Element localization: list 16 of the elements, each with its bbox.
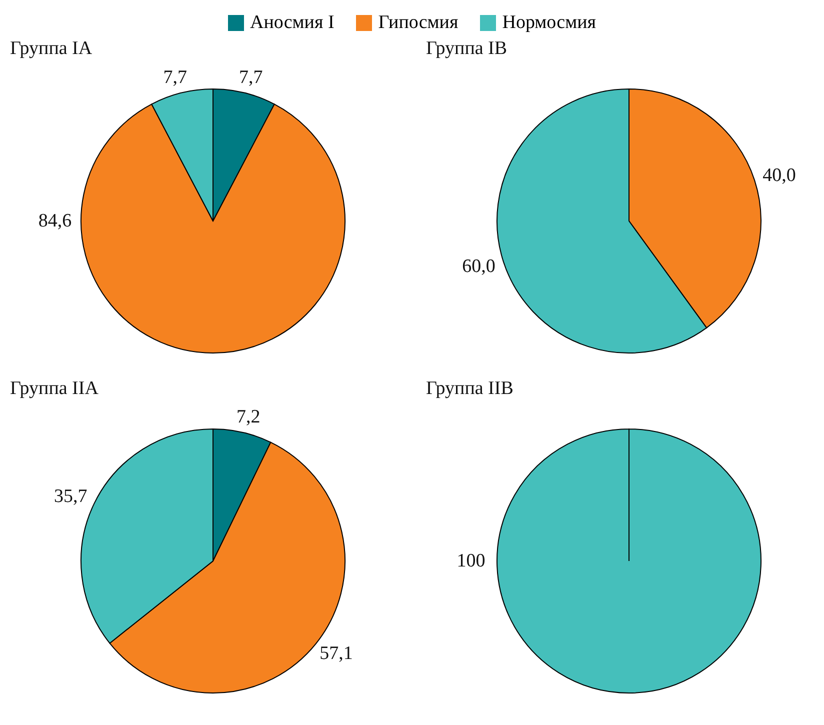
data-label: 7,7	[238, 66, 263, 88]
text: Группа IA	[10, 38, 92, 60]
legend-label: Гипосмия	[378, 12, 458, 34]
legend-label: Аносмия I	[250, 12, 334, 34]
data-label: 7,7	[163, 66, 188, 88]
chart-title: Группа IB	[426, 38, 508, 60]
legend-label: Нормосмия	[502, 12, 596, 34]
data-label: 40,0	[762, 164, 796, 186]
data-label: 7,2	[236, 406, 260, 428]
data-label: 84,6	[38, 210, 72, 232]
data-label: 35,7	[54, 486, 88, 508]
data-label: 100	[456, 550, 486, 572]
chart-title: Группа IIA	[10, 378, 98, 400]
chart-title: Группа IIB	[426, 378, 514, 400]
data-label: 60,0	[462, 256, 496, 278]
data-label: 57,1	[320, 643, 353, 664]
